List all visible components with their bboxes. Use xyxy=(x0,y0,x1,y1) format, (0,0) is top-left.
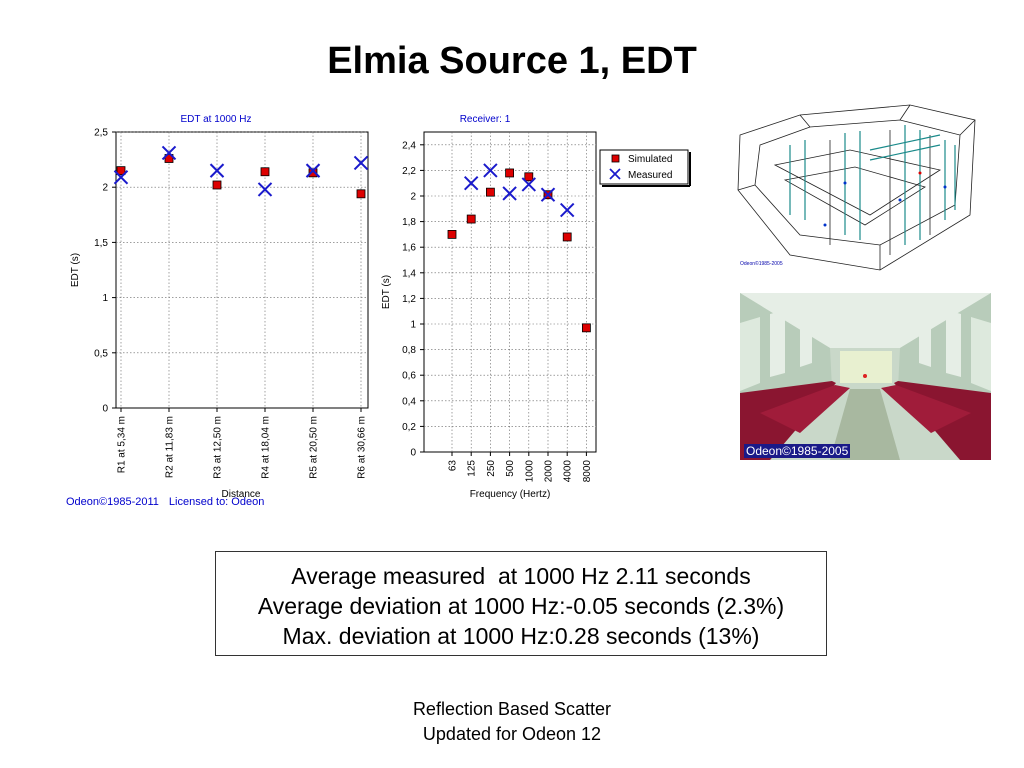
simulated-point xyxy=(308,168,318,178)
simulated-point xyxy=(486,187,495,197)
x-tick-label: 1000 xyxy=(524,460,535,483)
legend-simulated-marker xyxy=(611,154,620,163)
y-tick-label: 1,4 xyxy=(402,268,416,279)
y-tick-label: 1 xyxy=(410,320,416,331)
y-tick-label: 2 xyxy=(410,192,416,203)
measured-point xyxy=(559,202,575,218)
y-tick-label: 2 xyxy=(102,183,108,194)
measured-point xyxy=(483,163,498,178)
x-tick-label: R6 at 30,66 m xyxy=(357,416,368,479)
measured-point xyxy=(209,163,225,178)
x-tick-label: R4 at 18,04 m xyxy=(261,416,272,479)
y-tick-label: 0 xyxy=(410,448,416,459)
simulated-point xyxy=(581,323,591,333)
measured-point xyxy=(521,177,537,192)
x-tick-label: 500 xyxy=(505,460,516,477)
y-tick-label: 0,2 xyxy=(402,422,416,433)
y-tick-label: 0 xyxy=(102,404,108,415)
y-axis-ticks: 0 0,5 1 1,5 2 2,5 xyxy=(94,128,116,415)
y-tick-label: 0,8 xyxy=(402,345,416,356)
y-tick-label: 2,5 xyxy=(94,128,108,139)
simulated-point xyxy=(562,232,572,242)
simulated-point xyxy=(524,172,534,182)
y-tick-label: 1,8 xyxy=(402,217,416,228)
measured-point xyxy=(113,170,129,185)
x-axis-ticks: 63 125 250 500 1000 2000 4000 8000 xyxy=(448,452,593,482)
y-tick-label: 0,6 xyxy=(402,371,416,382)
simulated-point xyxy=(212,180,222,190)
x-tick-label: 8000 xyxy=(582,460,593,483)
y-axis-ticks: 0 0,2 0,4 0,6 0,8 1 1,2 1,4 1,6 1,8 2 2,2 2,4 xyxy=(402,140,424,459)
y-tick-label: 0,5 xyxy=(94,348,108,359)
hall-3d-credit: Odeon©1985-2005 xyxy=(740,261,783,267)
measured-point xyxy=(463,175,479,191)
footer-line-2: Updated for Odeon 12 xyxy=(422,724,602,744)
edt-frequency-chart: Receiver: 1 0 0,2 0,4 0,6 0,8 1 1,2 1,4 1,6 1,8 2 2… xyxy=(381,114,691,500)
x-tick-label: R3 at 12,50 m xyxy=(213,416,224,479)
x-tick-label: 4000 xyxy=(563,460,574,483)
x-tick-label: 63 xyxy=(448,460,459,472)
x-tick-label: 2000 xyxy=(544,460,555,483)
legend-measured-marker xyxy=(609,168,621,180)
odeon-license-note: Odeon©1985-2011 Licensed to: Odeon xyxy=(66,496,274,508)
simulated-point xyxy=(116,166,126,176)
summary-line-average-measured: Average measured at 1000 Hz 2.11 seconds xyxy=(291,563,751,589)
x-tick-label: R1 at 5,34 m xyxy=(117,416,128,473)
simulated-point xyxy=(466,214,476,224)
x-axis-label: Distance xyxy=(222,489,261,498)
x-axis-ticks: R1 at 5,34 m R2 at 11,83 m R3 at 12,50 m R4… xyxy=(117,408,368,479)
y-tick-label: 1 xyxy=(102,293,108,304)
simulated-point xyxy=(164,154,174,163)
slide-title: Elmia Source 1, EDT xyxy=(327,40,697,82)
footer-line-1: Reflection Based Scatter xyxy=(412,699,612,719)
simulated-point xyxy=(505,168,515,178)
y-axis-label: EDT (s) xyxy=(70,253,81,287)
summary-box: Average measured at 1000 Hz 2.11 seconds… xyxy=(215,551,827,656)
data-marks xyxy=(447,163,591,333)
data-marks xyxy=(113,145,369,199)
y-tick-label: 0,4 xyxy=(402,396,416,407)
footer: Reflection Based Scatter Updated for Ode… xyxy=(0,697,1024,747)
measured-point xyxy=(257,182,273,197)
measured-point xyxy=(353,155,369,171)
y-axis-label: EDT (s) xyxy=(381,275,392,309)
measured-point xyxy=(161,145,177,161)
y-tick-label: 1,6 xyxy=(402,243,416,254)
plot-area xyxy=(423,131,597,453)
grid-lines xyxy=(424,132,596,452)
x-tick-label: R2 at 11,83 m xyxy=(165,416,176,478)
legend: Simulated Measured xyxy=(599,149,691,187)
simulated-point xyxy=(447,230,457,239)
measured-point xyxy=(540,187,556,202)
x-tick-label: 125 xyxy=(467,460,478,477)
hall-render-image xyxy=(740,293,991,460)
x-tick-label: R5 at 20,50 m xyxy=(309,416,320,479)
x-axis-label: Frequency (Hertz) xyxy=(470,489,551,500)
y-tick-label: 2,4 xyxy=(402,140,416,151)
legend-measured-label: Measured xyxy=(628,170,672,181)
odeon-copyright: Odeon©1985-2011 xyxy=(66,496,159,508)
chart-title: Receiver: 1 xyxy=(460,114,511,125)
odeon-license: Licensed to: Odeon xyxy=(168,496,265,508)
hall-render-credit: Odeon©1985-2005 xyxy=(744,444,851,458)
x-tick-label: 250 xyxy=(486,460,497,477)
simulated-point xyxy=(356,189,366,199)
plot-area xyxy=(115,131,369,409)
measured-point xyxy=(305,163,321,178)
simulated-point xyxy=(260,167,270,177)
y-tick-label: 2,2 xyxy=(402,166,416,177)
edt-distance-chart: EDT at 1000 Hz 0 0,5 1 1,5 2 2,5 R1 at 5,34 m… xyxy=(70,114,369,498)
summary-line-average-deviation: Average deviation at 1000 Hz:-0.05 secon… xyxy=(257,593,785,619)
legend-simulated-label: Simulated xyxy=(628,154,672,165)
hall-3d-wireframe-image xyxy=(737,104,976,271)
measured-point xyxy=(502,186,517,201)
chart-title: EDT at 1000 Hz xyxy=(181,114,252,125)
y-tick-label: 1,2 xyxy=(402,294,416,305)
y-tick-label: 1,5 xyxy=(94,238,108,249)
summary-line-max-deviation: Max. deviation at 1000 Hz:0.28 seconds (… xyxy=(282,623,760,649)
